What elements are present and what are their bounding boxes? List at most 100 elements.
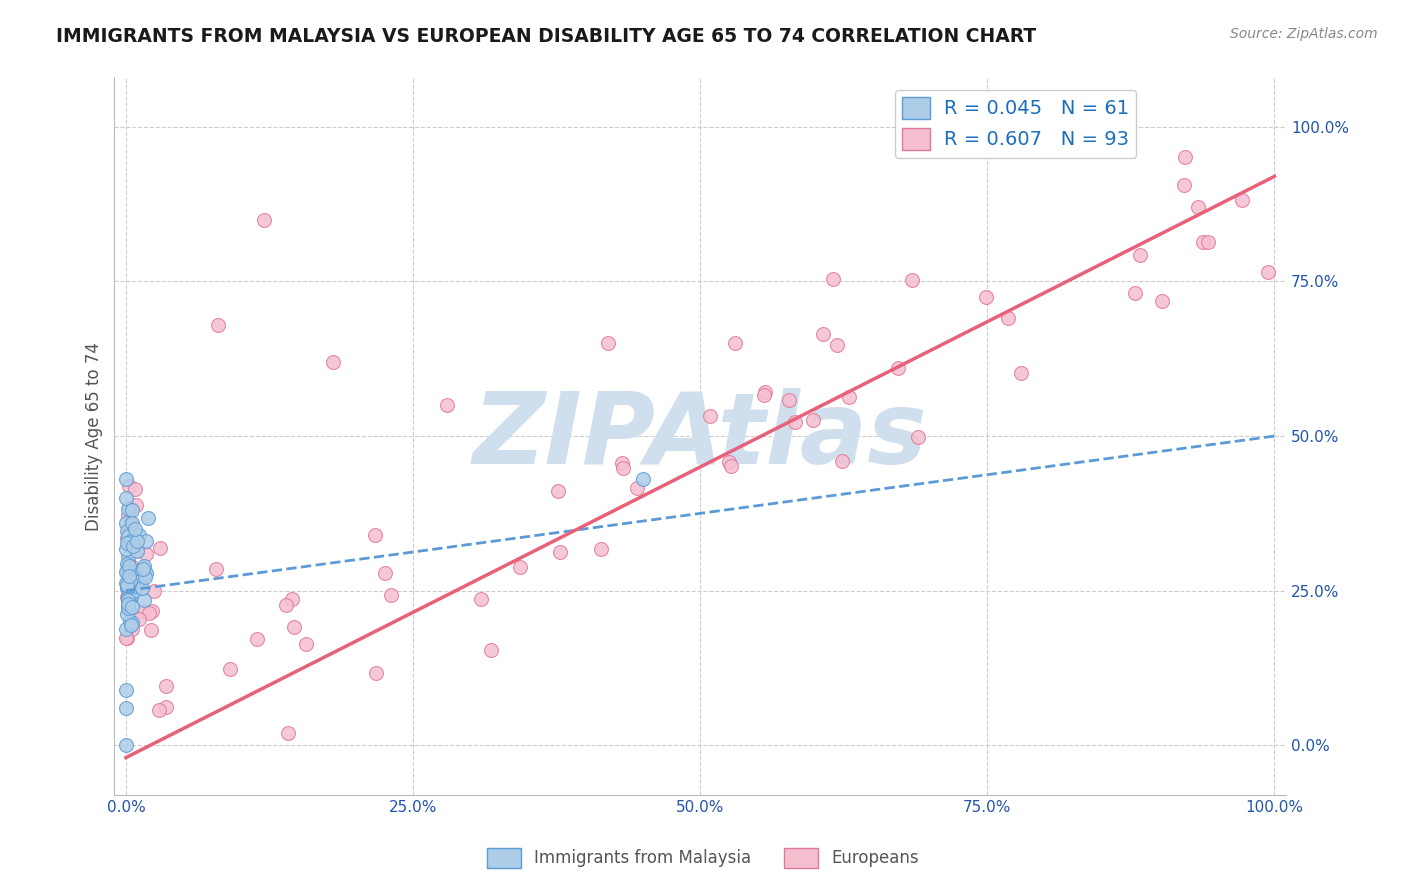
Point [720, 458, 742, 473]
Point [121, 568, 143, 582]
Point [120, 591, 142, 606]
Point [132, 604, 155, 618]
Point [117, 529, 139, 543]
Point [141, 604, 163, 618]
Point [135, 534, 157, 549]
Point [121, 503, 143, 517]
Point [138, 606, 160, 620]
Point [118, 500, 141, 515]
Point [115, 575, 138, 590]
Point [997, 311, 1019, 326]
Point [120, 618, 142, 632]
Point [118, 574, 141, 588]
Point [1129, 248, 1152, 262]
Point [823, 272, 845, 286]
Point [364, 666, 387, 681]
Point [207, 318, 229, 332]
Point [718, 455, 741, 469]
Point [117, 579, 139, 593]
Point [205, 561, 228, 575]
Point [134, 570, 156, 584]
Point [117, 562, 139, 576]
Point [838, 390, 860, 404]
Point [122, 574, 145, 588]
Point [1187, 200, 1209, 214]
Point [124, 482, 146, 496]
Point [699, 409, 721, 423]
Point [120, 561, 142, 575]
Point [1123, 286, 1146, 301]
Point [117, 479, 139, 493]
Point [470, 591, 492, 606]
Point [115, 581, 138, 595]
Point [374, 566, 396, 581]
Point [752, 388, 775, 402]
Point [724, 336, 747, 351]
Text: Source: ZipAtlas.com: Source: ZipAtlas.com [1230, 27, 1378, 41]
Point [253, 212, 276, 227]
Point [125, 499, 148, 513]
Point [115, 558, 138, 572]
Point [125, 564, 148, 578]
Point [115, 607, 138, 621]
Point [246, 632, 269, 647]
Point [125, 542, 148, 557]
Point [155, 679, 177, 693]
Point [118, 571, 141, 585]
Point [283, 620, 305, 634]
Text: ZIPAtlas: ZIPAtlas [472, 387, 928, 484]
Point [125, 566, 148, 581]
Point [364, 527, 387, 541]
Point [1191, 235, 1213, 249]
Point [825, 338, 848, 352]
Point [1150, 294, 1173, 309]
Point [134, 559, 156, 574]
Point [120, 559, 142, 574]
Point [322, 355, 344, 369]
Point [120, 516, 142, 531]
Point [631, 472, 654, 486]
Point [115, 631, 138, 645]
Point [115, 472, 138, 486]
Point [115, 632, 138, 646]
Point [115, 541, 138, 556]
Point [1174, 151, 1197, 165]
Point [120, 534, 142, 549]
Point [281, 591, 304, 606]
Point [1257, 265, 1279, 279]
Point [155, 700, 177, 714]
Point [974, 290, 997, 304]
Point [117, 579, 139, 593]
Point [117, 558, 139, 573]
Point [131, 562, 153, 576]
Point [548, 545, 571, 559]
Point [801, 412, 824, 426]
Point [778, 393, 800, 408]
Point [1173, 178, 1195, 192]
Point [436, 398, 458, 412]
Point [129, 572, 152, 586]
Point [612, 460, 634, 475]
Point [118, 574, 141, 589]
Point [612, 456, 634, 470]
Point [509, 560, 531, 574]
Point [115, 491, 138, 505]
Point [218, 662, 240, 676]
Point [117, 502, 139, 516]
Point [115, 578, 138, 592]
Text: IMMIGRANTS FROM MALAYSIA VS EUROPEAN DISABILITY AGE 65 TO 74 CORRELATION CHART: IMMIGRANTS FROM MALAYSIA VS EUROPEAN DIS… [56, 27, 1036, 45]
Point [124, 568, 146, 582]
Point [115, 682, 138, 697]
Point [135, 566, 157, 581]
Point [115, 701, 138, 715]
Point [121, 600, 143, 615]
Point [117, 508, 139, 522]
Point [128, 612, 150, 626]
Point [115, 531, 138, 545]
Point [1230, 194, 1253, 208]
Point [117, 600, 139, 615]
Point [1197, 235, 1219, 249]
Y-axis label: Disability Age 65 to 74: Disability Age 65 to 74 [86, 342, 103, 531]
Point [589, 541, 612, 556]
Point [117, 590, 139, 604]
